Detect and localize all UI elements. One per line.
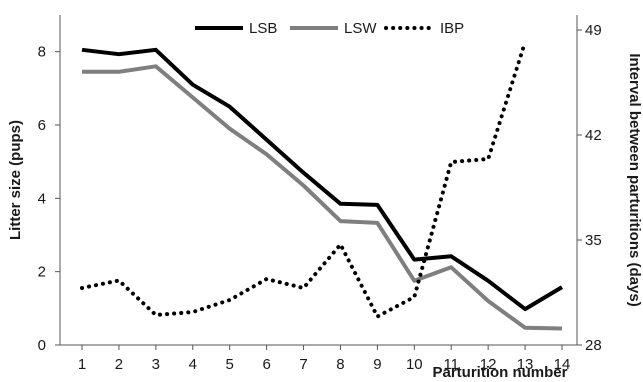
x-tick-label: 10 [406,356,423,373]
series-line-lsw [82,64,563,331]
x-tick-label: 11 [443,356,459,373]
x-tick-label: 4 [189,356,197,373]
legend-label-ibp: IBP [440,20,464,37]
left-y-tick-label: 8 [38,44,46,61]
x-tick-label: 1 [78,356,86,373]
x-tick-label: 5 [226,356,234,373]
x-tick-label: 7 [299,356,307,373]
x-tick-label: 2 [115,356,123,373]
right-y-tick-label: 42 [585,127,602,144]
left-y-tick-label: 6 [38,117,46,134]
x-tick-label: 6 [262,356,270,373]
legend: LSB LSW IBP [195,20,464,37]
x-tick-label: 3 [152,356,160,373]
x-tick-label: 13 [517,356,534,373]
right-y-tick-label: 35 [585,232,602,249]
x-tick-label: 9 [373,356,381,373]
series-line-lsb [81,47,564,312]
right-y-tick-label: 28 [585,337,602,354]
right-y-axis-title: Interval between parturitions (days) [626,53,643,306]
x-tick-label: 12 [480,356,497,373]
legend-label-lsw: LSW [344,20,377,37]
legend-label-lsb: LSB [249,20,277,37]
series-layer [80,40,564,331]
right-y-tick-label: 49 [585,22,602,39]
axes-layer [59,15,578,346]
left-y-tick-label: 4 [38,190,46,207]
x-axis-title: Parturition number [432,364,567,381]
x-tick-label: 8 [336,356,344,373]
left-y-tick-label: 2 [38,264,46,281]
left-y-axis-title: Litter size (pups) [7,120,24,240]
left-y-tick-label: 0 [38,337,46,354]
x-tick-label: 14 [554,356,571,373]
